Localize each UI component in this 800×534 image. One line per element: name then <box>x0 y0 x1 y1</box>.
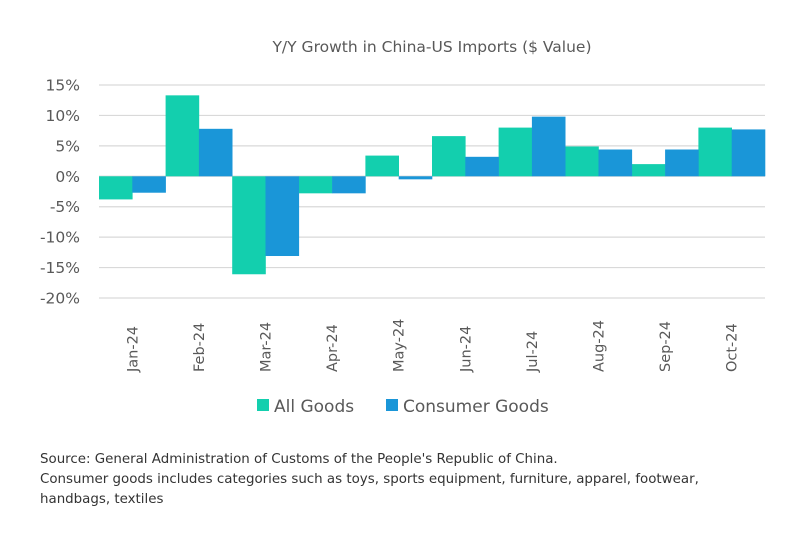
y-tick-label: -15% <box>40 259 80 277</box>
x-tick-label: Mar-24 <box>259 322 275 372</box>
y-tick-label: -5% <box>50 198 80 216</box>
bar-all-goods-jul-24 <box>498 127 533 177</box>
legend-swatch <box>257 399 269 411</box>
y-tick-label: 0% <box>55 168 80 186</box>
legend: All Goods Consumer Goods <box>257 397 549 417</box>
bar-consumer-goods-apr-24 <box>332 176 366 194</box>
x-tick-label: Sep-24 <box>658 321 674 372</box>
footnote: Source: General Administration of Custom… <box>40 450 780 510</box>
legend-item-all-goods: All Goods <box>257 397 354 417</box>
legend-label: Consumer Goods <box>403 397 549 417</box>
chart-title: Y/Y Growth in China-US Imports ($ Value) <box>271 38 591 56</box>
x-tick-label: Aug-24 <box>592 320 608 372</box>
x-tick-label: Jul-24 <box>525 331 541 373</box>
y-tick-label: -10% <box>40 229 80 247</box>
bar-consumer-goods-jan-24 <box>132 176 166 193</box>
bar-all-goods-sep-24 <box>631 164 666 177</box>
legend-swatch <box>386 399 398 411</box>
x-tick-label: Oct-24 <box>725 323 741 372</box>
bar-consumer-goods-jul-24 <box>531 116 566 177</box>
x-tick-label: Jan-24 <box>125 326 141 373</box>
y-tick-label: 5% <box>55 137 80 155</box>
y-axis-ticks: 15% 10% 5% 0% -5% -10% -15% -20% <box>40 77 80 308</box>
x-tick-label: Jun-24 <box>458 326 474 373</box>
y-tick-label: -20% <box>40 290 80 308</box>
x-tick-label: May-24 <box>392 319 408 372</box>
bar-all-goods-apr-24 <box>298 176 333 194</box>
bar-all-goods-jan-24 <box>99 176 133 200</box>
y-tick-label: 15% <box>46 77 80 95</box>
bars <box>99 95 766 275</box>
legend-label: All Goods <box>274 397 354 417</box>
bar-all-goods-oct-24 <box>698 127 732 177</box>
bar-consumer-goods-jun-24 <box>465 156 499 177</box>
legend-item-consumer-goods: Consumer Goods <box>386 397 549 417</box>
bar-all-goods-mar-24 <box>232 176 266 275</box>
bar-consumer-goods-may-24 <box>398 176 433 180</box>
x-axis-ticks: Jan-24 Feb-24 Mar-24 Apr-24 May-24 Jun-24 Jul-… <box>125 319 740 373</box>
footnote-definition-cont: handbags, textiles <box>40 492 164 507</box>
bar-consumer-goods-mar-24 <box>265 176 300 257</box>
bar-consumer-goods-oct-24 <box>731 129 766 177</box>
bar-all-goods-feb-24 <box>165 95 200 177</box>
footnote-source: Source: General Administration of Custom… <box>40 452 558 467</box>
bar-all-goods-may-24 <box>365 155 399 177</box>
bar-consumer-goods-aug-24 <box>598 149 633 177</box>
x-tick-label: Feb-24 <box>192 323 208 372</box>
bar-all-goods-aug-24 <box>565 146 599 177</box>
x-tick-label: Apr-24 <box>325 324 341 372</box>
bar-all-goods-jun-24 <box>432 136 466 177</box>
y-tick-label: 10% <box>46 107 80 125</box>
footnote-definition: Consumer goods includes categories such … <box>40 472 699 487</box>
bar-consumer-goods-sep-24 <box>665 149 699 177</box>
bar-consumer-goods-feb-24 <box>198 128 233 177</box>
